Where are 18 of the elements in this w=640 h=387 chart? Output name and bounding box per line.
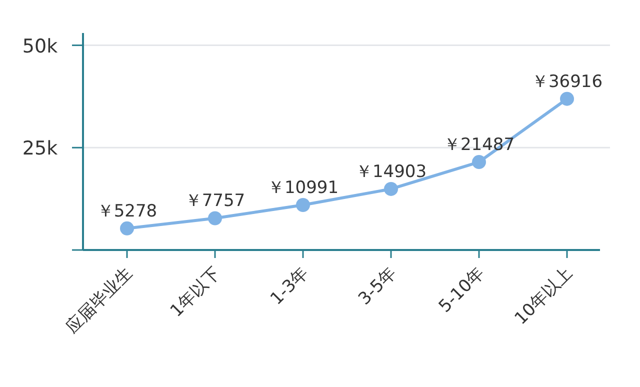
x-tick-label: 10年以上 xyxy=(511,263,577,329)
point xyxy=(296,198,310,212)
x-tick-label: 1-3年 xyxy=(266,263,313,310)
x-tick-label: 应届毕业生 xyxy=(62,263,137,338)
y-tick-label: 50k xyxy=(22,35,58,58)
point xyxy=(472,155,486,170)
data-label: ￥5278 xyxy=(96,201,158,222)
data-label: ￥14903 xyxy=(355,162,427,182)
data-label: ￥36916 xyxy=(531,72,603,92)
data-label: ￥10991 xyxy=(267,178,339,198)
x-tick-label: 3-5年 xyxy=(354,263,401,310)
y-tick-label: 25k xyxy=(22,138,58,160)
point xyxy=(560,92,574,106)
point xyxy=(208,211,222,226)
data-label: ￥7757 xyxy=(184,191,246,212)
x-tick-label: 1年以下 xyxy=(166,263,225,322)
point xyxy=(384,182,398,196)
point xyxy=(120,221,134,236)
